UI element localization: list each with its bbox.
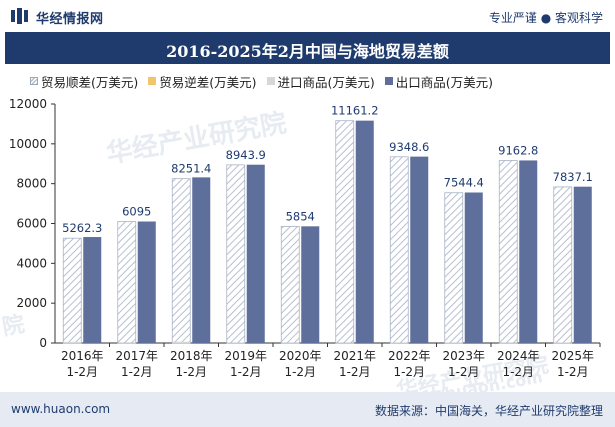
bar-chart: 0 2000 4000 6000 8000 10000 12000 5262.3 2016年 1… <box>9 97 601 379</box>
x-tick-label-year: 2025年 <box>551 349 594 363</box>
legend-label-exports: 出口商品(万美元) <box>395 74 494 90</box>
bar-exports <box>573 186 592 343</box>
data-label-surplus: 8943.9 <box>226 148 266 162</box>
y-tick-label: 12000 <box>9 97 47 111</box>
x-tick-label-year: 2017年 <box>115 349 158 363</box>
bar-exports <box>519 160 538 343</box>
legend-item-exports: 出口商品(万美元) <box>384 72 494 91</box>
bar-exports <box>301 226 320 343</box>
x-tick-label-months: 1-2月 <box>557 365 589 379</box>
data-label-surplus: 9162.8 <box>498 144 538 158</box>
bar-imports <box>63 341 82 343</box>
legend-label-deficit: 贸易逆差(万美元) <box>159 74 257 90</box>
data-label-surplus: 7544.4 <box>444 176 484 190</box>
footer-bar: www.huaon.com 数据来源：中国海关，华经产业研究院整理 <box>0 392 615 427</box>
x-tick-label-months: 1-2月 <box>502 365 534 379</box>
data-label-surplus: 11161.2 <box>331 104 379 118</box>
y-tick-label: 6000 <box>16 217 47 231</box>
y-tick-label: 4000 <box>16 256 47 270</box>
data-label-surplus: 5854 <box>286 209 315 223</box>
title-bar: 2016-2025年2月中国与海地贸易差额 <box>5 32 610 64</box>
x-tick-label-months: 1-2月 <box>448 365 480 379</box>
legend-swatch-deficit <box>148 77 157 85</box>
data-label-surplus: 7837.1 <box>553 170 593 184</box>
x-tick-label-year: 2024年 <box>497 349 540 363</box>
x-tick-label-year: 2019年 <box>224 349 267 363</box>
top-bar: 华经情报网 专业严谨 ● 客观科学 <box>0 0 615 32</box>
data-label-surplus: 6095 <box>122 205 151 219</box>
x-tick-label-months: 1-2月 <box>175 365 207 379</box>
bar-exports <box>355 120 374 343</box>
legend-item-imports: 进口商品(万美元) <box>266 72 375 91</box>
data-label-surplus: 8251.4 <box>171 162 211 176</box>
footer-source: 数据来源：中国海关，华经产业研究院整理 <box>374 404 603 418</box>
y-tick-label: 0 <box>39 336 47 350</box>
x-tick-label-year: 2020年 <box>279 349 322 363</box>
bar-trade-surplus <box>444 192 464 344</box>
huajing-logo-icon <box>11 8 28 24</box>
bar-exports <box>464 192 483 343</box>
bar-exports <box>246 164 265 343</box>
bar-trade-surplus <box>389 156 409 344</box>
legend-item-surplus: 贸易顺差(万美元) <box>30 72 138 91</box>
bar-exports <box>410 156 429 343</box>
bar-imports <box>172 341 191 343</box>
y-tick-label: 10000 <box>9 137 47 151</box>
bar-trade-surplus <box>553 186 573 344</box>
slogan: 专业严谨 ● 客观科学 <box>488 11 603 25</box>
legend-swatch-imports <box>266 77 275 85</box>
x-tick-label-year: 2021年 <box>333 349 376 363</box>
bar-trade-surplus <box>335 120 355 344</box>
x-tick-label-months: 1-2月 <box>121 365 153 379</box>
bar-exports <box>137 221 156 343</box>
footer-website: www.huaon.com <box>11 402 111 416</box>
x-tick-label-months: 1-2月 <box>66 365 98 379</box>
x-tick-label-year: 2016年 <box>61 349 104 363</box>
y-tick-label: 2000 <box>16 296 47 310</box>
data-label-surplus: 9348.6 <box>389 140 429 154</box>
bar-exports <box>83 237 102 343</box>
legend-item-deficit: 贸易逆差(万美元) <box>148 72 257 91</box>
x-tick-label-months: 1-2月 <box>393 365 425 379</box>
data-label-surplus: 5262.3 <box>62 221 102 235</box>
bar-trade-surplus <box>62 237 82 344</box>
chart-legend: 贸易顺差(万美元) 贸易逆差(万美元) 进口商品(万美元) 出口商品(万美元) <box>30 72 503 90</box>
legend-label-imports: 进口商品(万美元) <box>277 74 375 90</box>
x-tick-label-year: 2022年 <box>388 349 431 363</box>
bar-trade-surplus <box>498 160 518 344</box>
legend-label-surplus: 贸易顺差(万美元) <box>41 74 139 90</box>
x-tick-label-year: 2023年 <box>442 349 485 363</box>
bar-trade-surplus <box>280 226 300 344</box>
bar-exports <box>192 177 211 343</box>
legend-swatch-exports <box>384 77 393 85</box>
x-tick-label-months: 1-2月 <box>284 365 316 379</box>
bar-trade-surplus <box>171 178 191 344</box>
y-tick-label: 8000 <box>16 177 47 191</box>
bar-trade-surplus <box>117 221 137 344</box>
chart-title: 2016-2025年2月中国与海地贸易差额 <box>166 42 449 61</box>
legend-swatch-surplus <box>30 77 38 85</box>
bar-trade-surplus <box>226 164 246 344</box>
x-tick-label-months: 1-2月 <box>339 365 371 379</box>
brand-name: 华经情报网 <box>36 12 104 27</box>
x-tick-label-months: 1-2月 <box>230 365 262 379</box>
x-tick-label-year: 2018年 <box>170 349 213 363</box>
